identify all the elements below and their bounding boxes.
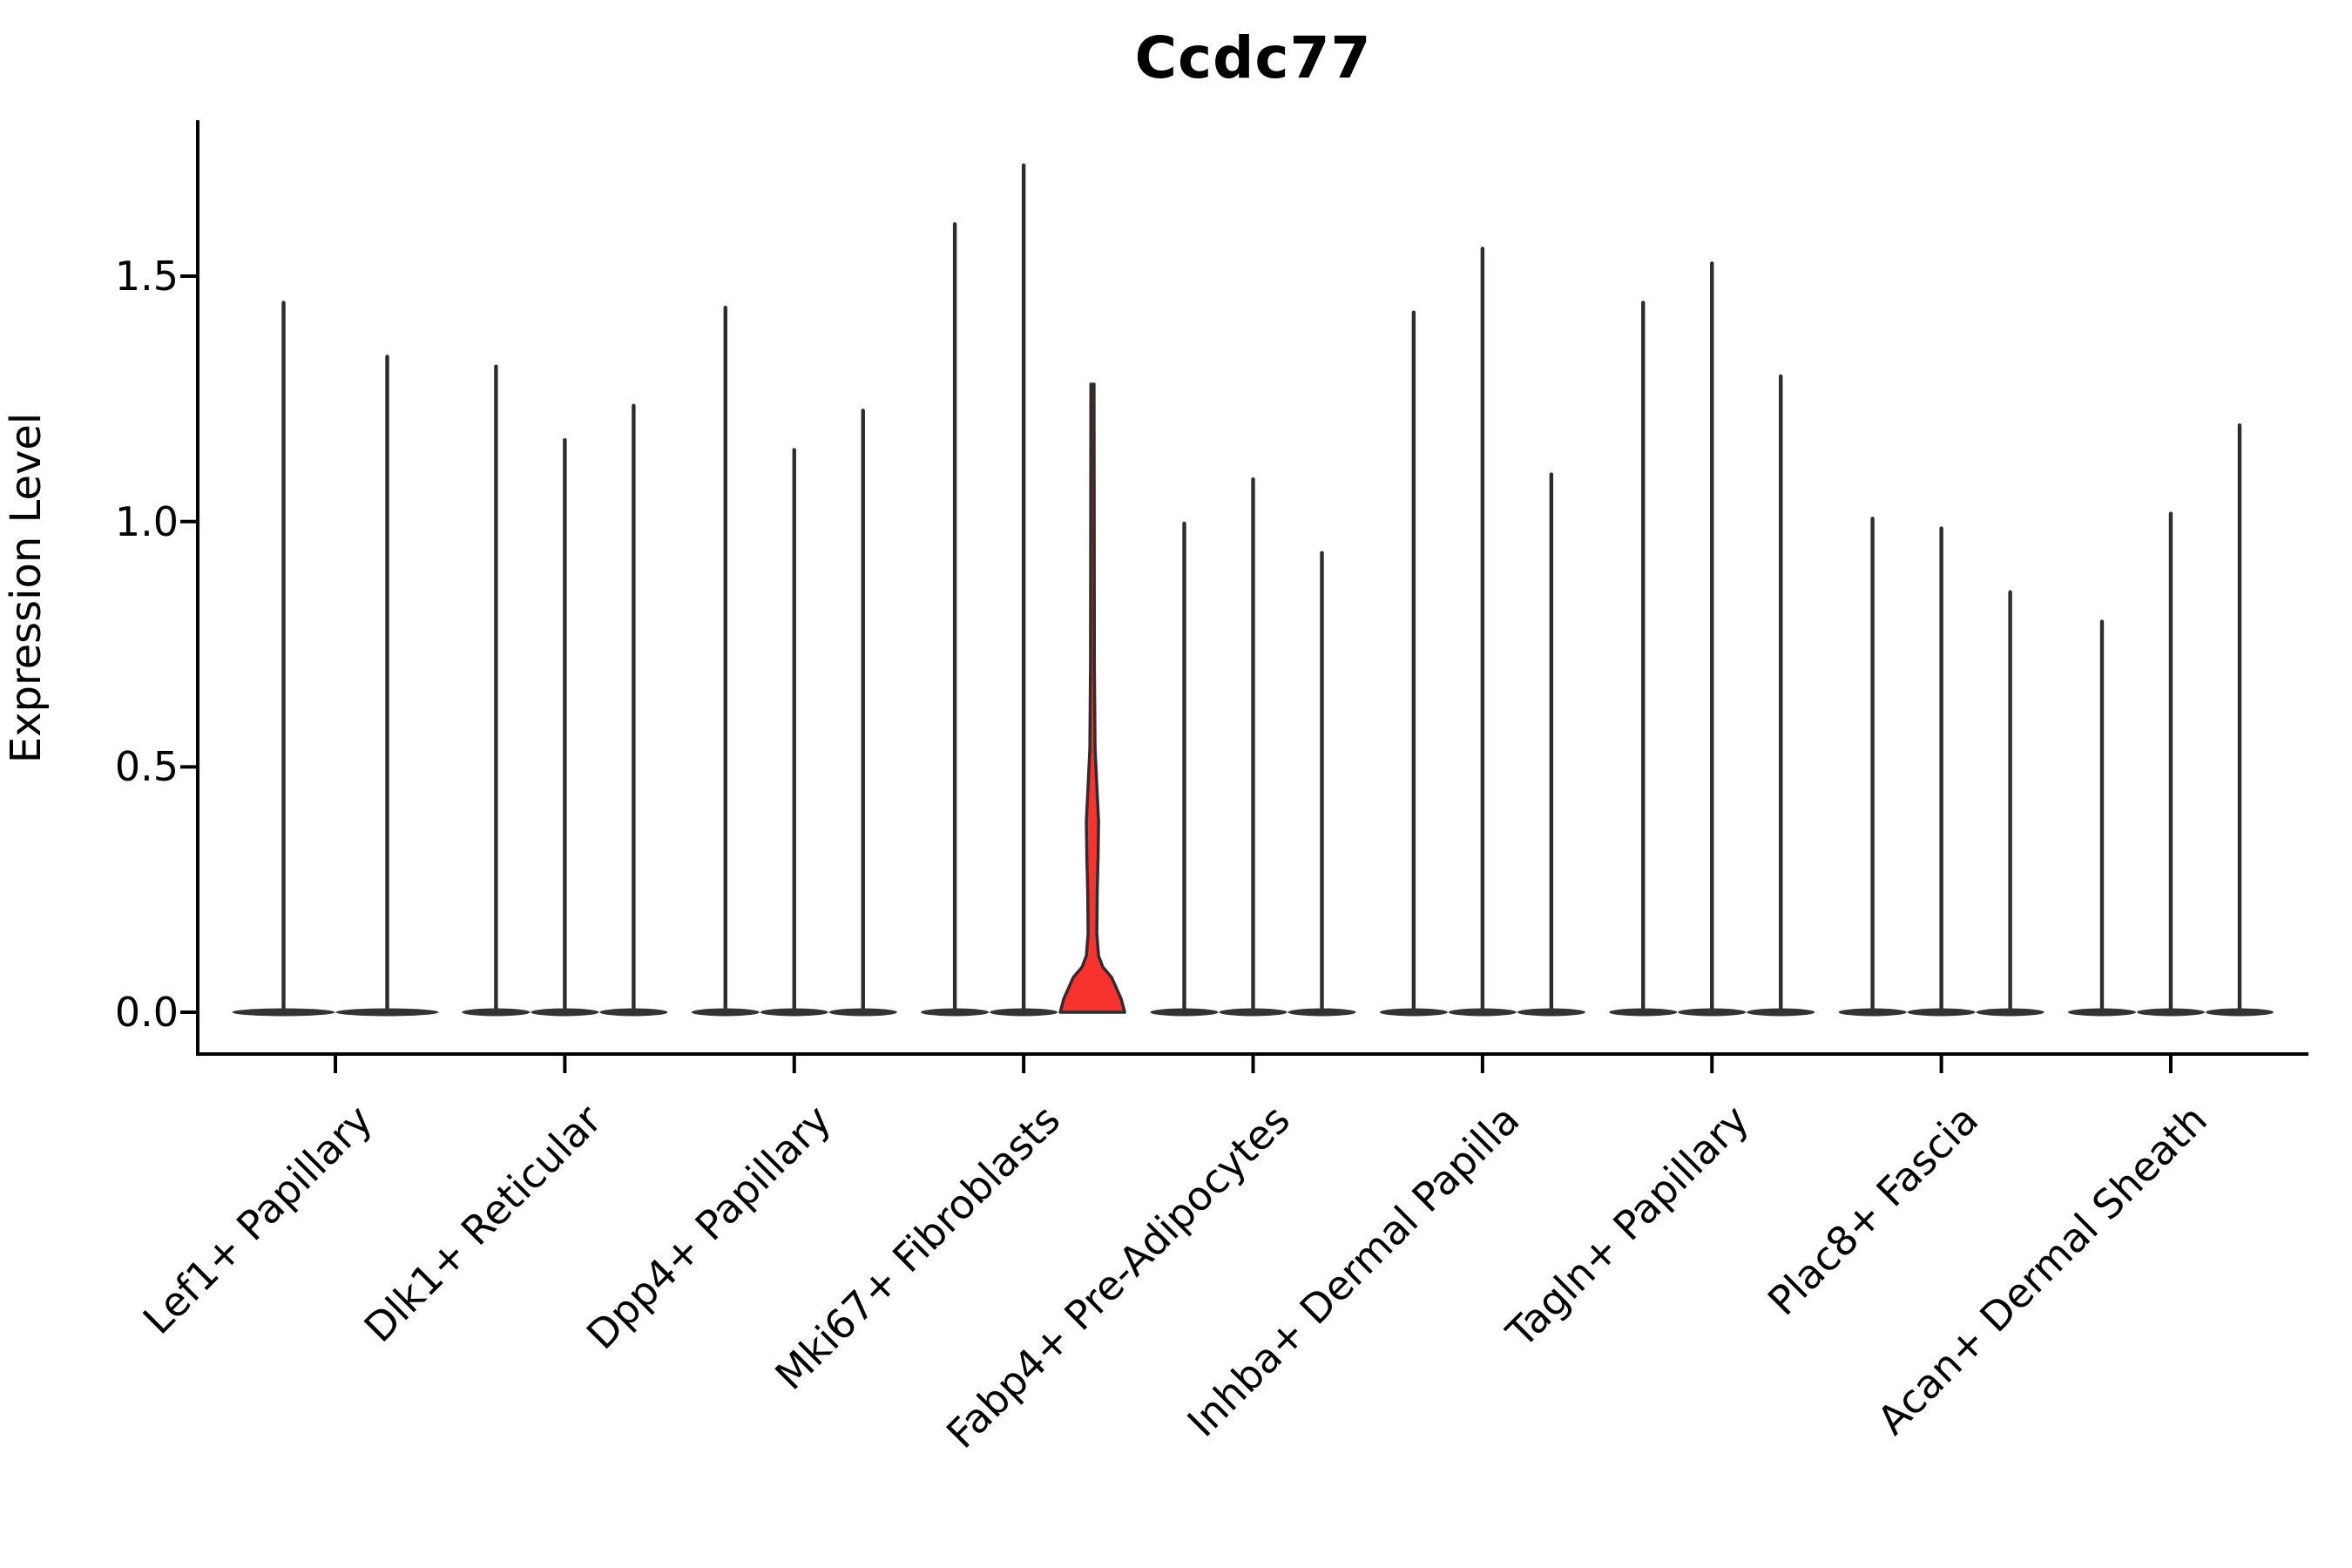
- violin-spike: [281, 301, 286, 1013]
- violin-base: [1976, 1008, 2044, 1017]
- violin-spike: [494, 364, 498, 1013]
- violin-spike: [1779, 374, 1783, 1013]
- violin-spike: [385, 355, 389, 1013]
- violin-spike: [1939, 526, 1943, 1012]
- violin-base: [921, 1008, 990, 1017]
- violin-base: [232, 1008, 335, 1017]
- violin-spike: [723, 305, 727, 1012]
- violin-base: [1150, 1008, 1219, 1017]
- y-tick-label: 0.0: [114, 989, 179, 1036]
- violin-spike: [1641, 301, 1646, 1013]
- violin-spike: [2099, 619, 2105, 1012]
- violin-spike: [563, 437, 567, 1013]
- y-tick-label: 0.5: [114, 743, 179, 791]
- violin-spike: [792, 448, 796, 1012]
- violin-base: [990, 1008, 1058, 1017]
- violin-spike: [1480, 247, 1485, 1012]
- violin-base: [1379, 1008, 1448, 1017]
- chart-title: Ccdc77: [1134, 24, 1372, 91]
- violin-base: [2067, 1008, 2136, 1017]
- violin-spike: [1021, 163, 1026, 1013]
- violin-spike: [2008, 590, 2012, 1012]
- violin-spike: [1411, 310, 1416, 1013]
- violin-base: [1448, 1008, 1517, 1017]
- violin-base: [1609, 1008, 1678, 1017]
- violin-base: [1747, 1008, 1815, 1017]
- violin-spike: [952, 222, 957, 1012]
- violin-spike: [1251, 477, 1255, 1012]
- violin-spike: [632, 403, 636, 1012]
- violin-spike: [861, 409, 865, 1012]
- violin-base: [691, 1008, 760, 1017]
- violin-base: [335, 1008, 439, 1017]
- violin-base: [462, 1008, 531, 1017]
- violin-spike: [2168, 511, 2173, 1012]
- violin-base: [2205, 1008, 2274, 1017]
- violin-base: [1219, 1008, 1288, 1017]
- violin-spike: [1710, 261, 1714, 1012]
- violin-spike: [1870, 517, 1875, 1012]
- highlighted-violin: [1058, 382, 1126, 1014]
- y-tick-label: 1.5: [114, 253, 179, 301]
- violin-spike: [1182, 521, 1186, 1012]
- y-tick-label: 1.0: [114, 497, 179, 545]
- violin-spike: [1320, 551, 1324, 1012]
- violin-base: [531, 1008, 599, 1017]
- violin-spike: [2237, 423, 2242, 1012]
- violin-base: [1517, 1008, 1585, 1017]
- violin-base: [1678, 1008, 1747, 1017]
- violin-base: [599, 1008, 668, 1017]
- violin-spike: [1549, 472, 1554, 1012]
- violin-base: [760, 1008, 828, 1017]
- violin-base: [1288, 1008, 1356, 1017]
- violin-base: [828, 1008, 897, 1017]
- violin-base: [2136, 1008, 2205, 1017]
- violin-base: [1838, 1008, 1907, 1017]
- violin-base: [1907, 1008, 1976, 1017]
